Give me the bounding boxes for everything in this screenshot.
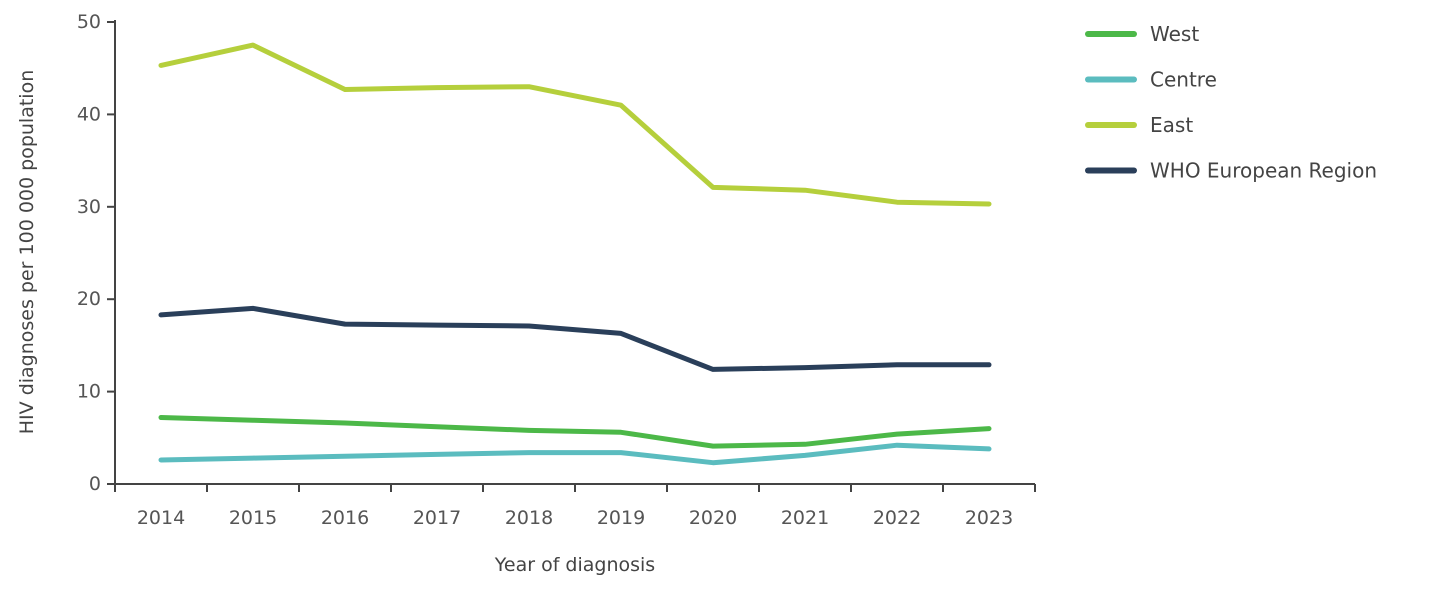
y-tick-label: 10 <box>77 381 101 403</box>
legend-label-who-european-region: WHO European Region <box>1150 159 1377 183</box>
y-axis-title: HIV diagnoses per 100 000 population <box>16 70 38 434</box>
legend-label-centre: Centre <box>1150 68 1217 92</box>
series-line-who-european-region <box>158 305 992 372</box>
x-tick-label: 2023 <box>965 507 1013 529</box>
x-tick-label: 2014 <box>137 507 185 529</box>
y-tick-label: 30 <box>77 196 101 218</box>
x-tick-label: 2019 <box>597 507 645 529</box>
x-tick-label: 2020 <box>689 507 737 529</box>
x-tick-label: 2015 <box>229 507 277 529</box>
x-tick-label: 2016 <box>321 507 369 529</box>
series-line-east <box>158 42 992 207</box>
legend: West Centre East WHO European Region <box>1085 22 1377 183</box>
y-axis: 0 10 20 30 40 50 <box>77 11 116 495</box>
x-axis: 2014 2015 2016 2017 2018 2019 2020 2021 2022 2023 <box>114 483 1036 529</box>
series-line-centre <box>158 442 992 466</box>
y-tick-label: 0 <box>89 473 101 495</box>
series-lines <box>158 42 992 466</box>
x-tick-label: 2022 <box>873 507 921 529</box>
y-tick-label: 50 <box>77 11 101 33</box>
x-tick-label: 2017 <box>413 507 461 529</box>
legend-label-east: East <box>1150 113 1193 137</box>
legend-label-west: West <box>1150 22 1199 46</box>
series-line-west <box>158 415 992 449</box>
x-axis-title: Year of diagnosis <box>494 554 655 576</box>
y-tick-label: 40 <box>77 103 101 125</box>
x-tick-label: 2021 <box>781 507 829 529</box>
y-tick-label: 20 <box>77 288 101 310</box>
x-tick-label: 2018 <box>505 507 553 529</box>
